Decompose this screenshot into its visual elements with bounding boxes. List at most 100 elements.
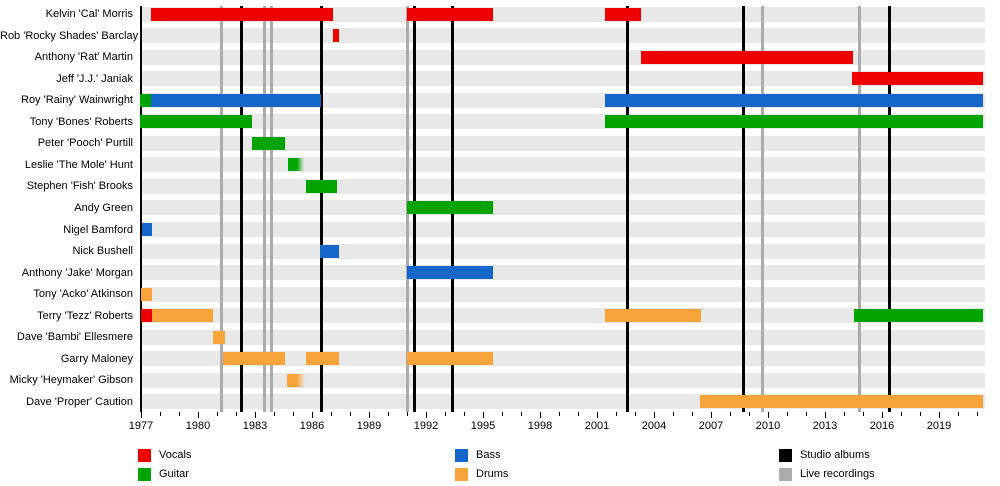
member-bar-vocals	[604, 7, 641, 21]
axis-minor-tick	[331, 412, 332, 416]
axis-minor-tick	[730, 412, 731, 416]
member-label: Kelvin 'Cal' Morris	[45, 8, 133, 20]
row-band	[142, 178, 985, 194]
axis-major-tick	[141, 412, 142, 418]
legend-label: Vocals	[159, 449, 192, 461]
member-label: Tony 'Acko' Atkinson	[33, 288, 133, 301]
member-bar-guitar	[140, 115, 253, 129]
member-bar-guitar	[252, 136, 286, 150]
axis-minor-tick	[806, 412, 807, 416]
axis-tick-label: 1980	[185, 420, 211, 432]
member-bar-bass	[151, 93, 322, 107]
legend: Vocals Guitar Bass Drums Studio albums Live r…	[0, 440, 1000, 486]
legend-swatch	[779, 467, 792, 481]
axis-major-tick	[426, 412, 427, 418]
axis-major-tick	[255, 412, 256, 418]
axis-minor-tick	[274, 412, 275, 416]
live-recording-line	[760, 6, 764, 412]
member-label: Roy 'Rainy' Wainwright	[21, 94, 133, 107]
member-bar-drums	[407, 352, 493, 366]
member-bar-guitar	[306, 179, 337, 193]
member-bar-drums	[699, 395, 983, 409]
axis-major-tick	[711, 412, 712, 418]
axis-minor-tick	[863, 412, 864, 416]
axis-tick-label: 1992	[413, 420, 439, 432]
legend-swatch	[455, 449, 468, 462]
member-label: Anthony 'Rat' Martin	[34, 51, 133, 64]
axis-tick-label: 1998	[527, 420, 553, 432]
live-recording-line	[857, 6, 861, 412]
member-label: Dave 'Bambi' Ellesmere	[16, 331, 133, 344]
member-label: Terry 'Tezz' Roberts	[37, 309, 133, 322]
row-band	[142, 28, 985, 44]
axis-minor-tick	[160, 412, 161, 416]
legend-swatch	[779, 449, 792, 462]
axis-tick-label: 2013	[812, 420, 838, 432]
axis-minor-tick	[236, 412, 237, 416]
axis-minor-tick	[958, 412, 959, 416]
member-label: Dave 'Proper' Caution	[26, 395, 133, 408]
studio-album-line	[741, 6, 745, 412]
member-label: Rob 'Rocky Shades' Barclay	[0, 29, 139, 42]
row-band	[142, 329, 985, 345]
member-label: Nigel Bamford	[63, 223, 133, 236]
studio-album-line	[320, 6, 323, 412]
axis-minor-tick	[350, 412, 351, 416]
member-bar-guitar	[407, 201, 493, 215]
axis-major-tick	[825, 412, 826, 418]
member-bar-vocals	[141, 309, 153, 323]
axis-tick-label: 2016	[869, 420, 895, 432]
row-band	[142, 372, 985, 388]
axis-minor-tick	[217, 412, 218, 416]
axis-major-tick	[198, 412, 199, 418]
legend-label: Bass	[476, 449, 501, 461]
member-label: Micky 'Heymaker' Gibson	[9, 374, 133, 387]
row-band	[142, 286, 985, 302]
row-band	[142, 157, 985, 173]
axis-minor-tick	[844, 412, 845, 416]
axis-minor-tick	[692, 412, 693, 416]
axis-major-tick	[312, 412, 313, 418]
legend-label: Live recordings	[800, 467, 875, 480]
studio-album-line	[240, 6, 244, 412]
axis-major-tick	[882, 412, 883, 418]
axis-major-tick	[483, 412, 484, 418]
axis-tick-label: 1995	[470, 420, 496, 432]
axis-minor-tick	[635, 412, 636, 416]
axis-minor-tick	[179, 412, 180, 416]
axis-minor-tick	[977, 412, 978, 416]
row-band	[142, 308, 985, 324]
axis-major-tick	[768, 412, 769, 418]
member-label: Leslie 'The Mole' Hunt	[24, 158, 133, 171]
axis-minor-tick	[293, 412, 294, 416]
member-bar-guitar	[604, 115, 983, 129]
axis-minor-tick	[559, 412, 560, 416]
axis-minor-tick	[901, 412, 902, 416]
axis-minor-tick	[673, 412, 674, 416]
axis-minor-tick	[388, 412, 389, 416]
member-bar-guitar	[140, 93, 152, 107]
member-label: Garry Maloney	[60, 352, 133, 365]
legend-swatch	[138, 467, 151, 481]
member-label: Nick Bushell	[72, 245, 133, 258]
axis-tick-label: 1986	[299, 420, 325, 432]
member-bar-drums	[306, 352, 339, 366]
row-band	[142, 243, 985, 259]
member-label: Tony 'Bones' Roberts	[29, 115, 133, 128]
member-bar-drums	[141, 287, 153, 301]
row-band	[142, 6, 985, 22]
member-bar-drums	[222, 352, 286, 366]
member-bar-vocals	[640, 50, 854, 64]
member-bar-bass	[141, 223, 153, 236]
member-bar-drums	[152, 309, 214, 323]
axis-minor-tick	[749, 412, 750, 416]
row-band	[142, 200, 985, 216]
member-labels-column: Kelvin 'Cal' Morris Rob 'Rocky Shades' Ba…	[0, 0, 139, 412]
member-bar-vocals	[851, 72, 983, 86]
axis-major-tick	[369, 412, 370, 418]
member-bar-guitar	[853, 309, 983, 323]
studio-album-line	[888, 6, 892, 412]
axis-tick-label: 2001	[584, 420, 610, 432]
axis-minor-tick	[445, 412, 446, 416]
